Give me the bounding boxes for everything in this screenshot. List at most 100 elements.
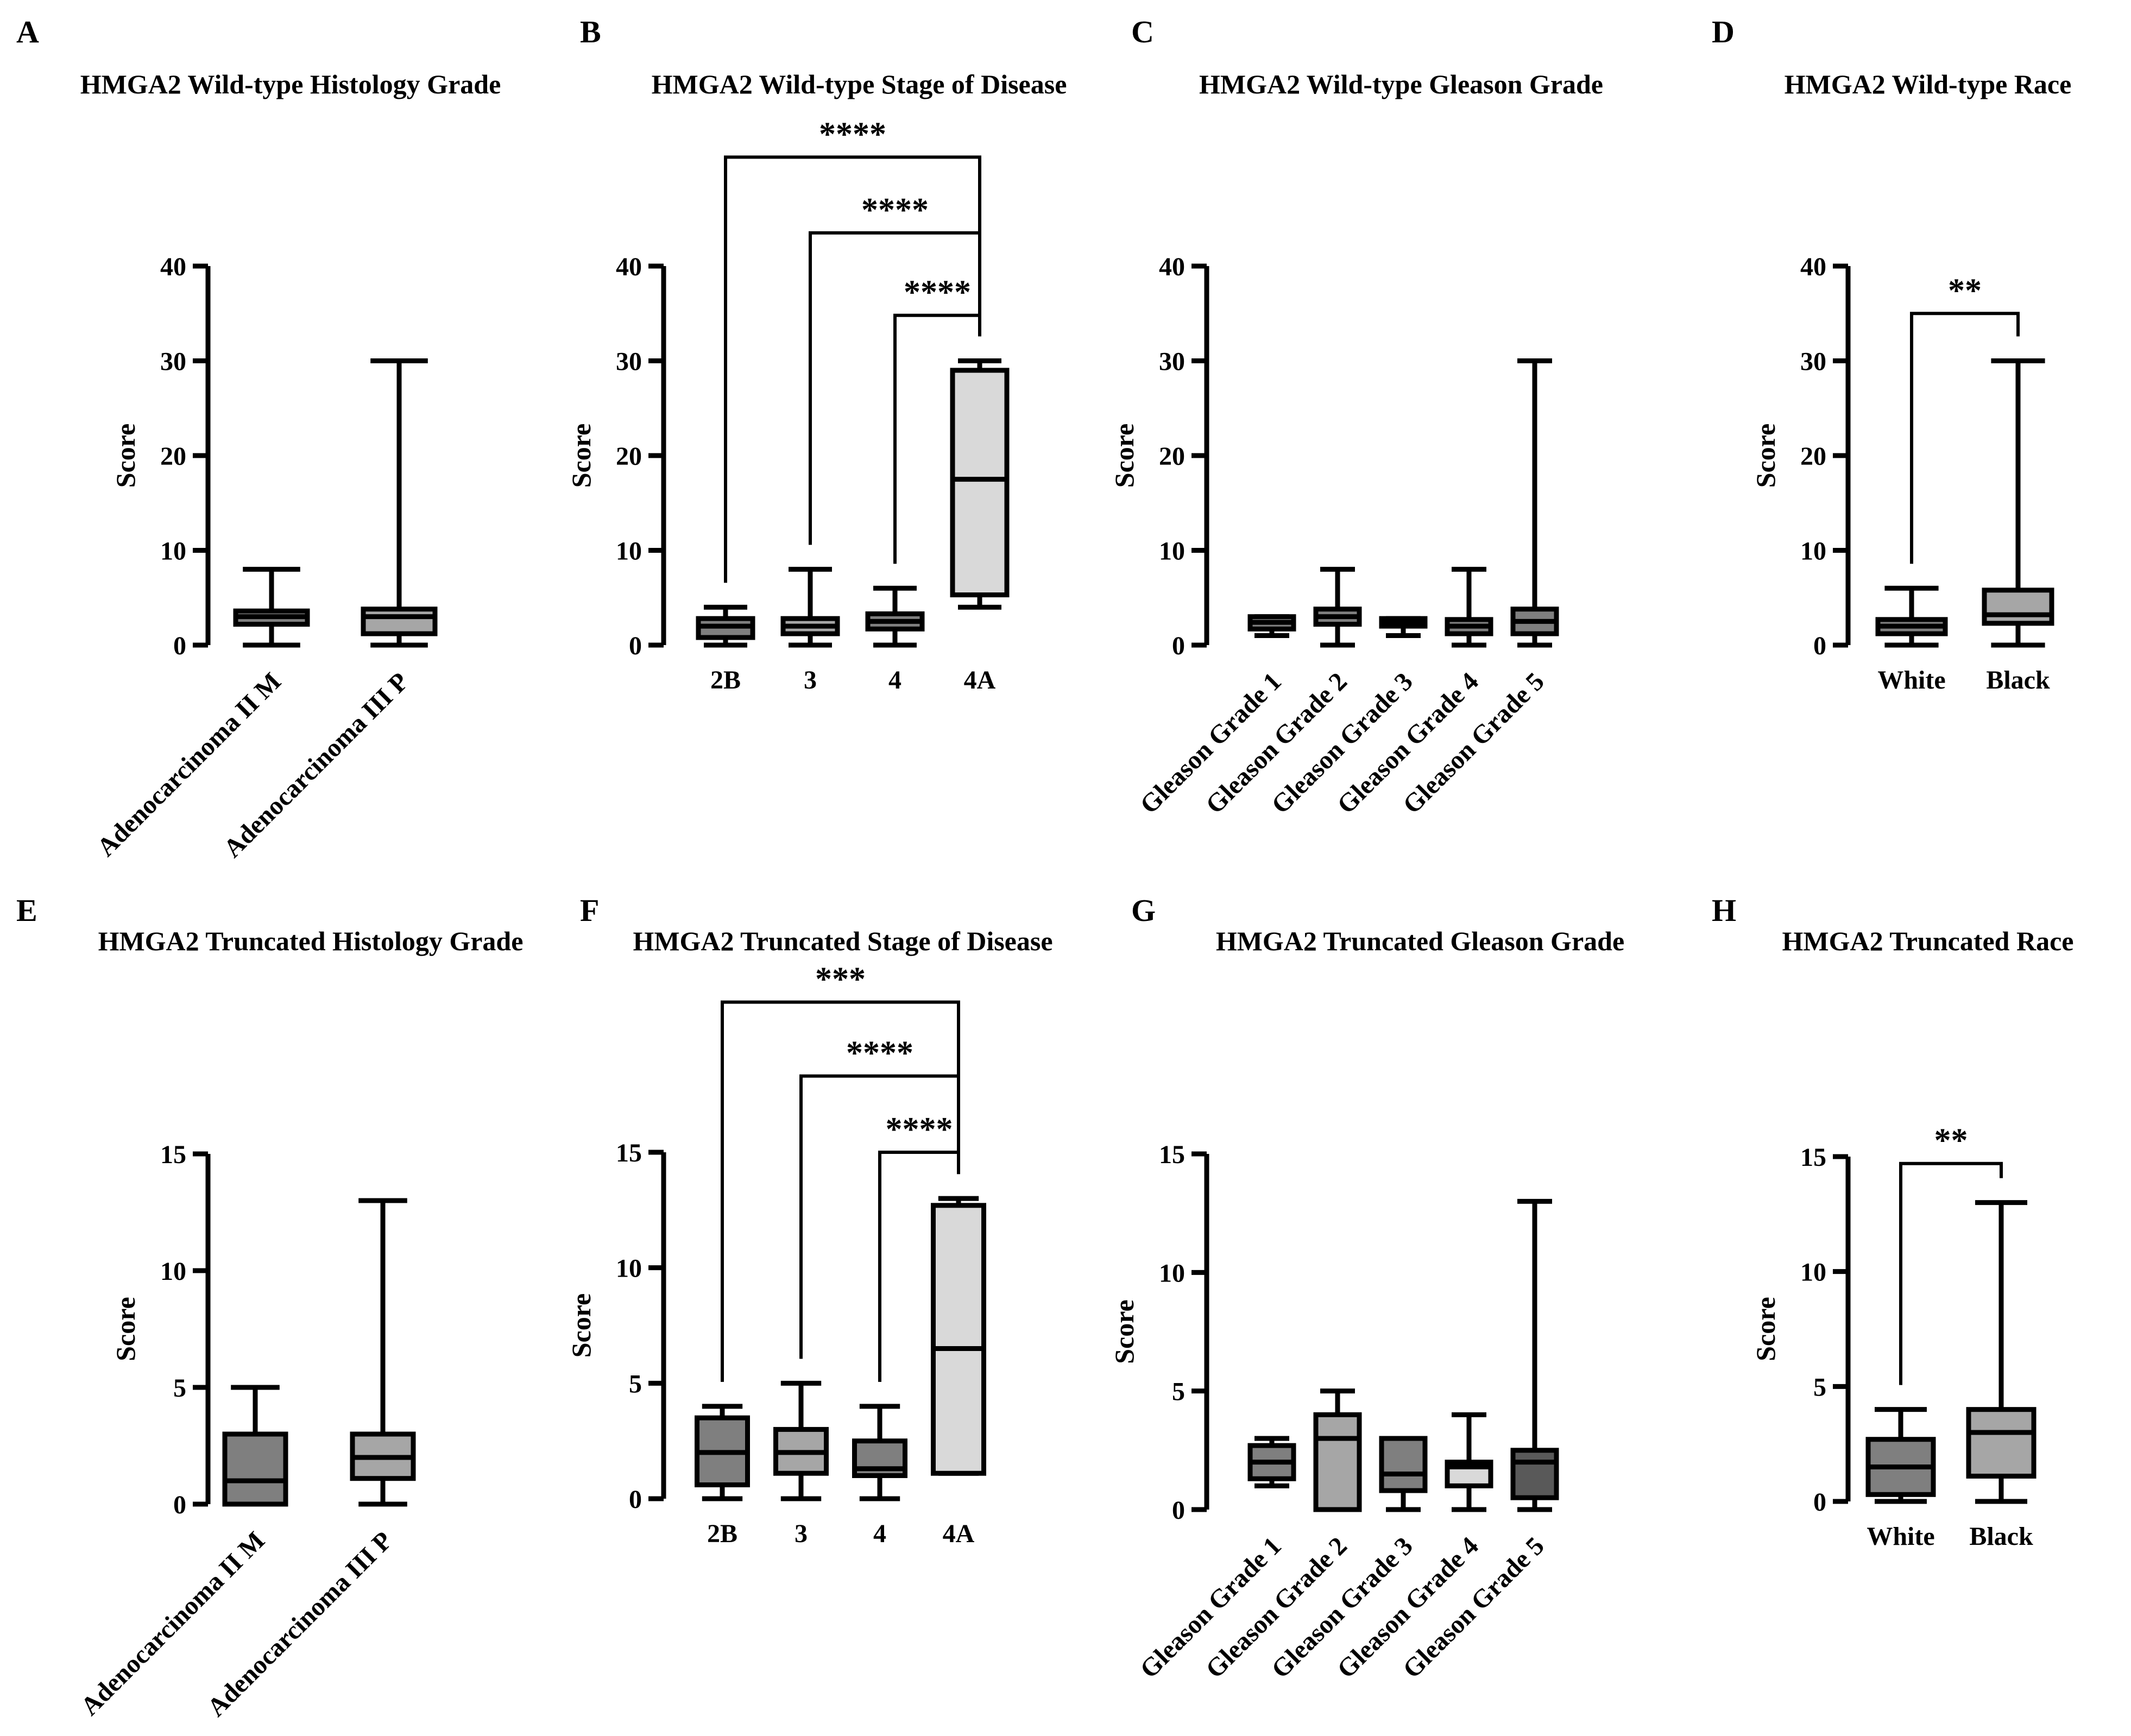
box-4	[950, 358, 1010, 610]
y-axis-label: Score	[566, 1293, 596, 1358]
y-tick-label: 10	[1800, 537, 1826, 566]
y-tick-label: 10	[160, 537, 186, 566]
panel-letter: D	[1712, 14, 1735, 49]
significance-label: **	[1934, 1122, 1968, 1159]
box-3	[865, 585, 925, 648]
box-iqr	[1982, 588, 2054, 626]
significance-bracket: ****	[878, 1111, 960, 1382]
panel-letter: H	[1712, 893, 1736, 928]
box-3	[852, 1404, 907, 1501]
box-1	[222, 1385, 288, 1507]
box-2	[773, 1380, 829, 1501]
y-tick-label: 0	[1813, 1488, 1826, 1517]
panel-letter: A	[16, 14, 39, 49]
y-tick-label: 30	[160, 348, 186, 376]
y-tick-label: 5	[1172, 1378, 1185, 1406]
y-tick-label: 0	[1172, 632, 1185, 660]
x-tick-label: White	[1867, 1522, 1934, 1551]
x-tick-label: 4A	[964, 666, 996, 695]
chart-title: HMGA2 Truncated Stage of Disease	[633, 926, 1052, 956]
panel-letter: E	[16, 893, 37, 928]
bracket-line	[1899, 1161, 2003, 1385]
chart-title: HMGA2 Truncated Race	[1782, 926, 2074, 956]
y-axis-label: Score	[110, 1297, 141, 1361]
y-tick-label: 40	[1159, 252, 1185, 281]
y-tick-label: 10	[1800, 1258, 1826, 1287]
y-tick-label: 5	[629, 1369, 642, 1398]
box-3	[1379, 616, 1428, 639]
y-axis-label: Score	[566, 424, 596, 488]
chart-title: HMGA2 Wild-type Gleason Grade	[1199, 69, 1603, 99]
box-4	[931, 1196, 986, 1476]
box-2	[1313, 1388, 1362, 1512]
box-iqr	[931, 1203, 986, 1476]
significance-label: ***	[815, 961, 866, 998]
bracket-line	[893, 313, 981, 564]
significance-label: ****	[819, 116, 886, 153]
y-tick-label: 0	[173, 1491, 186, 1519]
significance-label: **	[1948, 272, 1982, 309]
chart-title: HMGA2 Wild-type Histology Grade	[80, 69, 501, 99]
significance-bracket: ****	[893, 274, 981, 564]
x-tick-label: Black	[1969, 1522, 2033, 1551]
box-2	[1966, 1200, 2037, 1504]
y-tick-label: 40	[616, 252, 642, 281]
x-tick-label: 2B	[707, 1519, 737, 1548]
box-2	[780, 566, 840, 648]
y-tick-label: 0	[629, 1485, 642, 1514]
box-1	[233, 566, 310, 648]
box-iqr	[1379, 1436, 1428, 1493]
y-tick-label: 0	[1172, 1496, 1185, 1525]
y-tick-label: 10	[1159, 537, 1185, 566]
box-iqr	[361, 607, 438, 636]
panel-f: F HMGA2 Truncated Stage of Disease 0 5 10 15 S…	[566, 893, 1053, 1548]
significance-bracket: **	[1899, 1122, 2003, 1385]
y-axis-label: Score	[1750, 424, 1781, 488]
box-2	[361, 358, 438, 648]
y-tick-label: 10	[1159, 1259, 1185, 1287]
y-tick-label: 10	[616, 537, 642, 566]
bracket-line	[1910, 312, 2020, 564]
y-tick-label: 15	[1159, 1140, 1185, 1169]
box-iqr	[1313, 1412, 1362, 1512]
panel-letter: G	[1131, 893, 1156, 928]
y-tick-label: 30	[616, 348, 642, 376]
bracket-line	[799, 1074, 960, 1359]
y-tick-label: 0	[1813, 632, 1826, 660]
y-tick-label: 15	[160, 1140, 186, 1169]
box-2	[1982, 358, 2054, 648]
y-tick-label: 30	[1800, 348, 1826, 376]
box-iqr	[222, 1431, 288, 1507]
bracket-line	[809, 231, 981, 545]
y-axis-label: Score	[110, 424, 141, 488]
y-tick-label: 20	[160, 442, 186, 471]
x-tick-label: 3	[795, 1519, 808, 1548]
box-iqr	[1510, 1448, 1559, 1500]
y-tick-label: 0	[629, 632, 642, 660]
box-1	[1247, 614, 1296, 639]
significance-bracket: ****	[799, 1035, 960, 1359]
y-tick-label: 15	[1800, 1143, 1826, 1172]
box-5	[1510, 1198, 1559, 1512]
y-tick-label: 5	[1813, 1373, 1826, 1402]
y-tick-label: 5	[173, 1374, 186, 1403]
box-1	[696, 604, 755, 648]
y-axis-label: Score	[1750, 1297, 1781, 1361]
significance-bracket: ****	[809, 192, 981, 545]
box-1	[695, 1404, 750, 1501]
y-tick-label: 20	[1800, 442, 1826, 471]
y-tick-label: 10	[616, 1254, 642, 1283]
panel-h: H HMGA2 Truncated Race 0 5 10 15 Score White Bla…	[1712, 893, 2073, 1551]
bracket-line	[878, 1151, 960, 1382]
panel-letter: B	[580, 14, 601, 49]
box-4	[1445, 566, 1493, 648]
box-1	[1875, 585, 1948, 648]
chart-title: HMGA2 Truncated Gleason Grade	[1216, 926, 1624, 956]
box-5	[1510, 358, 1559, 648]
y-tick-label: 40	[1800, 252, 1826, 281]
y-tick-label: 15	[616, 1139, 642, 1167]
box-1	[1865, 1407, 1936, 1504]
box-4	[1445, 1412, 1493, 1512]
x-tick-label: 4	[873, 1519, 886, 1548]
